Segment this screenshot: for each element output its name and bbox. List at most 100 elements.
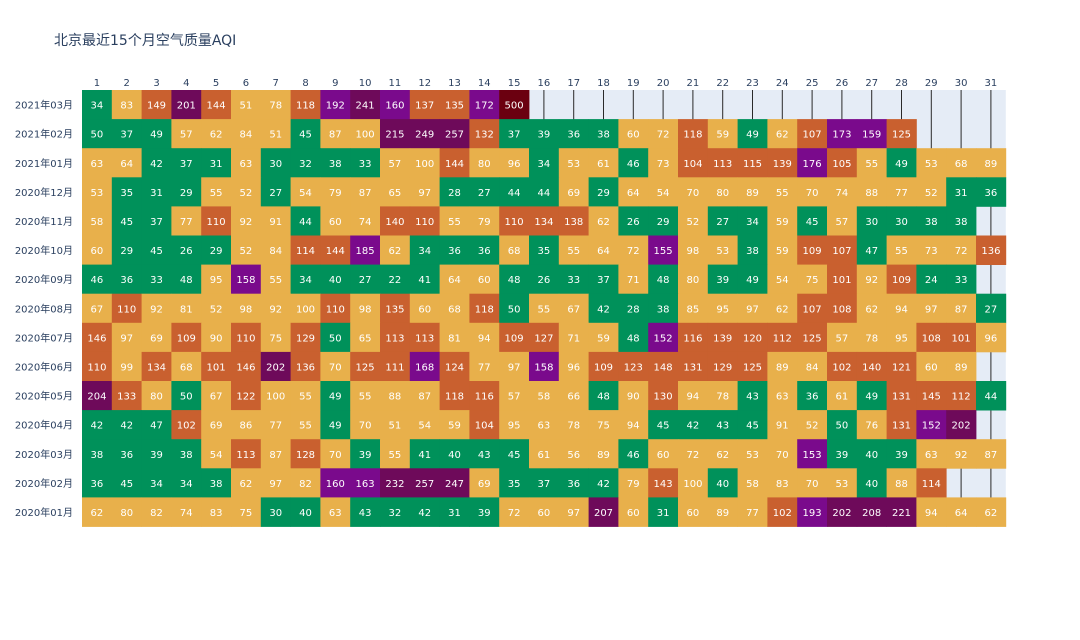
y-tick-label: 2020年02月 <box>15 477 73 490</box>
heatmap-cell <box>618 235 649 265</box>
heatmap-cell <box>380 177 411 207</box>
cell-value-label: 97 <box>120 333 133 344</box>
heatmap-cell <box>916 381 947 411</box>
cell-value-label: 94 <box>627 421 640 432</box>
heatmap-cell <box>946 206 977 236</box>
cell-value-label: 87 <box>269 450 282 461</box>
cell-value-label: 131 <box>683 362 702 373</box>
heatmap-cell <box>141 322 172 353</box>
cell-value-label: 145 <box>922 392 941 403</box>
heatmap-cell <box>469 235 500 265</box>
cell-value-label: 69 <box>150 333 163 344</box>
heatmap-cell <box>320 468 351 498</box>
cell-value-label: 64 <box>627 188 640 199</box>
heatmap-cell <box>320 410 351 440</box>
heatmap-cell <box>588 439 619 469</box>
cell-value-label: 97 <box>746 304 759 315</box>
heatmap-cell <box>82 235 113 265</box>
cell-value-label: 153 <box>803 450 822 461</box>
cell-value-label: 60 <box>627 130 640 141</box>
cell-value-label: 68 <box>955 159 968 170</box>
heatmap-cell <box>201 497 232 527</box>
y-tick-label: 2020年11月 <box>15 215 73 228</box>
heatmap-cell <box>827 322 858 353</box>
cell-value-label: 35 <box>538 246 551 257</box>
cell-value-label: 39 <box>895 450 908 461</box>
cell-value-label: 43 <box>746 392 759 403</box>
cell-value-label: 50 <box>508 304 521 315</box>
cell-value-label: 79 <box>627 479 640 490</box>
heatmap-cell <box>588 468 619 498</box>
cell-value-label: 55 <box>299 421 312 432</box>
heatmap-cell <box>916 322 947 353</box>
heatmap-cell <box>856 235 887 265</box>
cell-value-label: 59 <box>448 421 461 432</box>
cell-value-label: 52 <box>806 421 819 432</box>
cell-value-label: 42 <box>91 421 104 432</box>
heatmap-cell <box>558 293 589 324</box>
cell-value-label: 39 <box>538 130 551 141</box>
cell-value-label: 52 <box>687 217 700 228</box>
cell-value-label: 40 <box>865 450 878 461</box>
heatmap-cell <box>380 148 411 178</box>
cell-value-label: 249 <box>415 130 434 141</box>
cell-value-label: 46 <box>627 159 640 170</box>
cell-value-label: 112 <box>952 392 971 403</box>
heatmap-cell <box>737 439 768 469</box>
heatmap-cell <box>946 235 977 265</box>
cell-value-label: 37 <box>538 479 551 490</box>
heatmap-cell <box>707 264 738 295</box>
cell-value-label: 75 <box>806 275 819 286</box>
heatmap-cell <box>320 439 351 469</box>
cell-value-label: 123 <box>624 362 643 373</box>
heatmap-cell <box>201 235 232 265</box>
heatmap-cell <box>499 177 530 207</box>
heatmap-cell <box>141 497 172 527</box>
cell-value-label: 46 <box>627 450 640 461</box>
cell-value-label: 62 <box>776 304 789 315</box>
cell-value-label: 55 <box>210 188 223 199</box>
cell-value-label: 111 <box>385 362 404 373</box>
cell-value-label: 59 <box>776 246 789 257</box>
cell-value-label: 60 <box>418 304 431 315</box>
cell-value-label: 36 <box>91 479 104 490</box>
heatmap-cell <box>529 322 560 353</box>
heatmap-cell <box>648 381 679 411</box>
cell-value-label: 37 <box>150 217 163 228</box>
heatmap-cell <box>797 177 828 207</box>
heatmap-cell <box>618 497 649 527</box>
heatmap-cell <box>856 177 887 207</box>
heatmap-cell <box>350 381 381 411</box>
heatmap-cell <box>499 322 530 353</box>
heatmap-cell <box>320 235 351 265</box>
heatmap-cell <box>320 351 351 382</box>
heatmap-cell <box>499 293 530 324</box>
cell-value-label: 49 <box>329 421 342 432</box>
cell-value-label: 109 <box>594 362 613 373</box>
heatmap-cell <box>260 351 291 382</box>
cell-value-label: 60 <box>657 450 670 461</box>
cell-value-label: 131 <box>892 392 911 403</box>
heatmap-cell <box>141 148 172 178</box>
heatmap-cell <box>350 119 381 149</box>
heatmap-cell <box>290 235 321 265</box>
cell-value-label: 158 <box>236 275 255 286</box>
cell-value-label: 137 <box>415 101 434 112</box>
cell-value-label: 64 <box>120 159 133 170</box>
heatmap-cell <box>111 235 142 265</box>
heatmap-cell <box>290 439 321 469</box>
heatmap-cell <box>737 381 768 411</box>
heatmap-cell <box>499 468 530 498</box>
y-tick-label: 2021年02月 <box>15 128 73 141</box>
y-tick-label: 2020年04月 <box>15 419 73 432</box>
cell-value-label: 29 <box>210 246 223 257</box>
heatmap-cell <box>886 381 917 411</box>
heatmap-cell <box>767 410 798 440</box>
cell-value-label: 35 <box>508 479 521 490</box>
heatmap-cell <box>886 497 917 527</box>
heatmap-cell <box>976 439 1007 469</box>
heatmap-cell <box>141 90 172 120</box>
heatmap-cell <box>678 206 709 236</box>
heatmap-cell <box>946 497 977 527</box>
heatmap-cell <box>111 264 142 295</box>
